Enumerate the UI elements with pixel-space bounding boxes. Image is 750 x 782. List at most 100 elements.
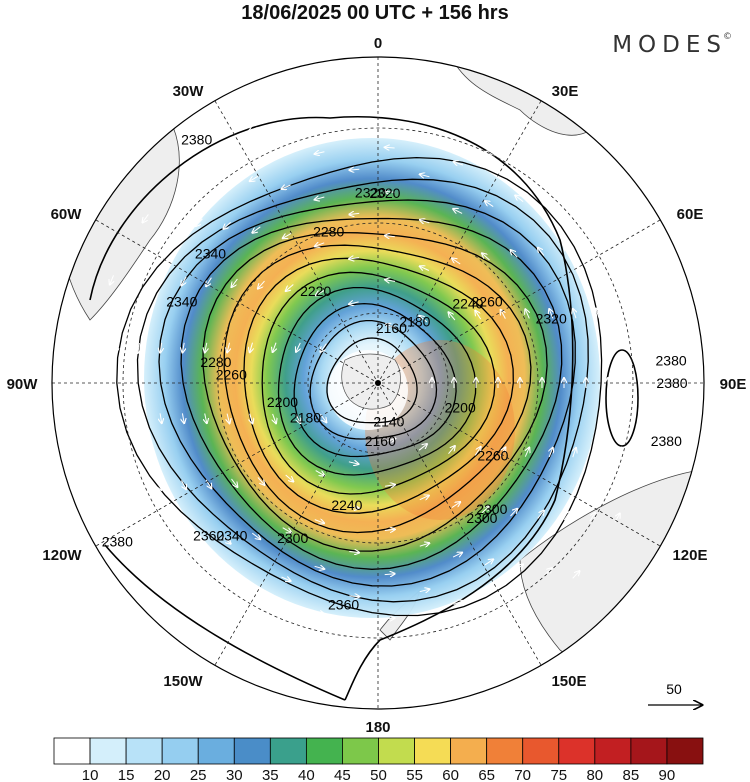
contour-label: 2240 (331, 497, 362, 513)
wind-vector (94, 413, 95, 423)
contour-2200 (277, 286, 477, 476)
contour-2380-closed (605, 349, 639, 447)
contour-label: 2360 (328, 597, 359, 613)
colorbar-swatch (486, 737, 524, 765)
wind-vector (281, 138, 291, 141)
wind-vector (252, 532, 260, 539)
wind-vector (110, 481, 114, 490)
wind-vector (315, 152, 325, 154)
brand-text: MODES (612, 32, 727, 58)
wind-vector (485, 201, 494, 208)
wind-vector (448, 446, 455, 455)
contour-label: 2320 (355, 185, 386, 201)
wind-vector (285, 474, 294, 482)
colorbar-tick-label: 70 (514, 767, 531, 782)
lon-label-0: 0 (374, 35, 382, 52)
wind-vector (227, 342, 229, 353)
wind-vector (596, 309, 599, 319)
colorbar-swatch (305, 737, 343, 765)
wind-vector (386, 324, 396, 327)
wind-vector (515, 195, 524, 202)
colorbar-swatch (125, 737, 163, 765)
wind-vector (138, 413, 140, 423)
south-pole-dot (375, 380, 381, 386)
wind-vector (349, 507, 359, 508)
wind-vector (418, 444, 427, 451)
colorbar-swatch (161, 737, 199, 765)
wind-vector (223, 536, 230, 544)
wind-vector (538, 248, 545, 256)
wind-vector (182, 342, 184, 353)
colorbar-swatch (594, 737, 632, 765)
wind-vector (544, 568, 551, 576)
colorbar-swatch (666, 737, 704, 765)
wind-vector (189, 595, 198, 602)
wind-vector (596, 448, 599, 458)
wind-vector (452, 553, 462, 558)
wind-vector (525, 309, 529, 319)
colorbar-tick-label: 30 (226, 767, 243, 782)
wind-vector (349, 169, 360, 170)
contour-2360 (116, 156, 603, 617)
wind-vector (385, 280, 396, 282)
lon-label-120w: 120W (42, 547, 82, 564)
colorbar-swatch (269, 737, 307, 765)
wind-vector (160, 413, 162, 423)
wind-vector (517, 617, 527, 623)
wind-vector (157, 275, 161, 285)
colorbar-tick-label: 20 (154, 767, 171, 782)
contour-label: 2320 (369, 185, 400, 201)
wind-vector (205, 479, 211, 489)
wind-vector (642, 309, 644, 319)
colorbar-swatch (342, 737, 379, 765)
colorbar-tick-label: 80 (586, 767, 603, 782)
colorbar-swatch (414, 737, 452, 765)
colorbar-tick-label: 90 (659, 767, 676, 782)
wind-vector (232, 278, 238, 287)
wind-vector (619, 309, 622, 319)
colorbar-swatch (378, 737, 415, 765)
wind-vector (250, 175, 259, 181)
wind-vector (283, 232, 292, 238)
contour-label: 2200 (267, 394, 298, 410)
contour-label: 2160 (365, 433, 396, 449)
wind-vector (420, 174, 430, 177)
wind-vector (257, 477, 265, 485)
colorbar-tick-label: 55 (406, 767, 423, 782)
contour-label: 2380 (656, 375, 687, 391)
lon-label-30w: 30W (173, 83, 205, 100)
wind-vector (454, 162, 464, 166)
wind-vector (573, 188, 580, 196)
wind-vector (252, 226, 261, 233)
wind-vector (248, 634, 257, 638)
wind-vector (642, 448, 644, 458)
wind-vector (110, 275, 114, 284)
contour-label: 2340 (216, 527, 247, 543)
colorbar-swatch (89, 737, 127, 765)
colorbar-swatch (53, 737, 91, 765)
lon-label-60w: 60W (51, 206, 83, 223)
contour-label: 2260 (472, 294, 503, 310)
wind-vector (316, 289, 325, 295)
wind-vector (420, 129, 430, 131)
wind-vector (205, 342, 207, 353)
contour-label: 2220 (300, 283, 331, 299)
wind-vector (525, 448, 529, 457)
contour-label: 2180 (399, 314, 430, 330)
wind-vector (384, 529, 395, 530)
wind-vector (219, 168, 228, 175)
contour-label: 2380 (181, 132, 212, 148)
contour-label-group: 2380236023202300228022602240222022002180… (102, 132, 688, 613)
wind-vector (348, 462, 359, 464)
lon-label-150e: 150E (551, 673, 586, 690)
contour-2300 (180, 217, 563, 570)
wind-vector (314, 657, 325, 659)
wind-vector (349, 640, 359, 641)
wind-vector (133, 481, 137, 490)
wind-vector (249, 584, 259, 590)
contour-label: 2260 (216, 367, 247, 383)
wind-vector (573, 309, 576, 319)
wind-vector (349, 258, 360, 259)
map-boundary (51, 56, 705, 710)
